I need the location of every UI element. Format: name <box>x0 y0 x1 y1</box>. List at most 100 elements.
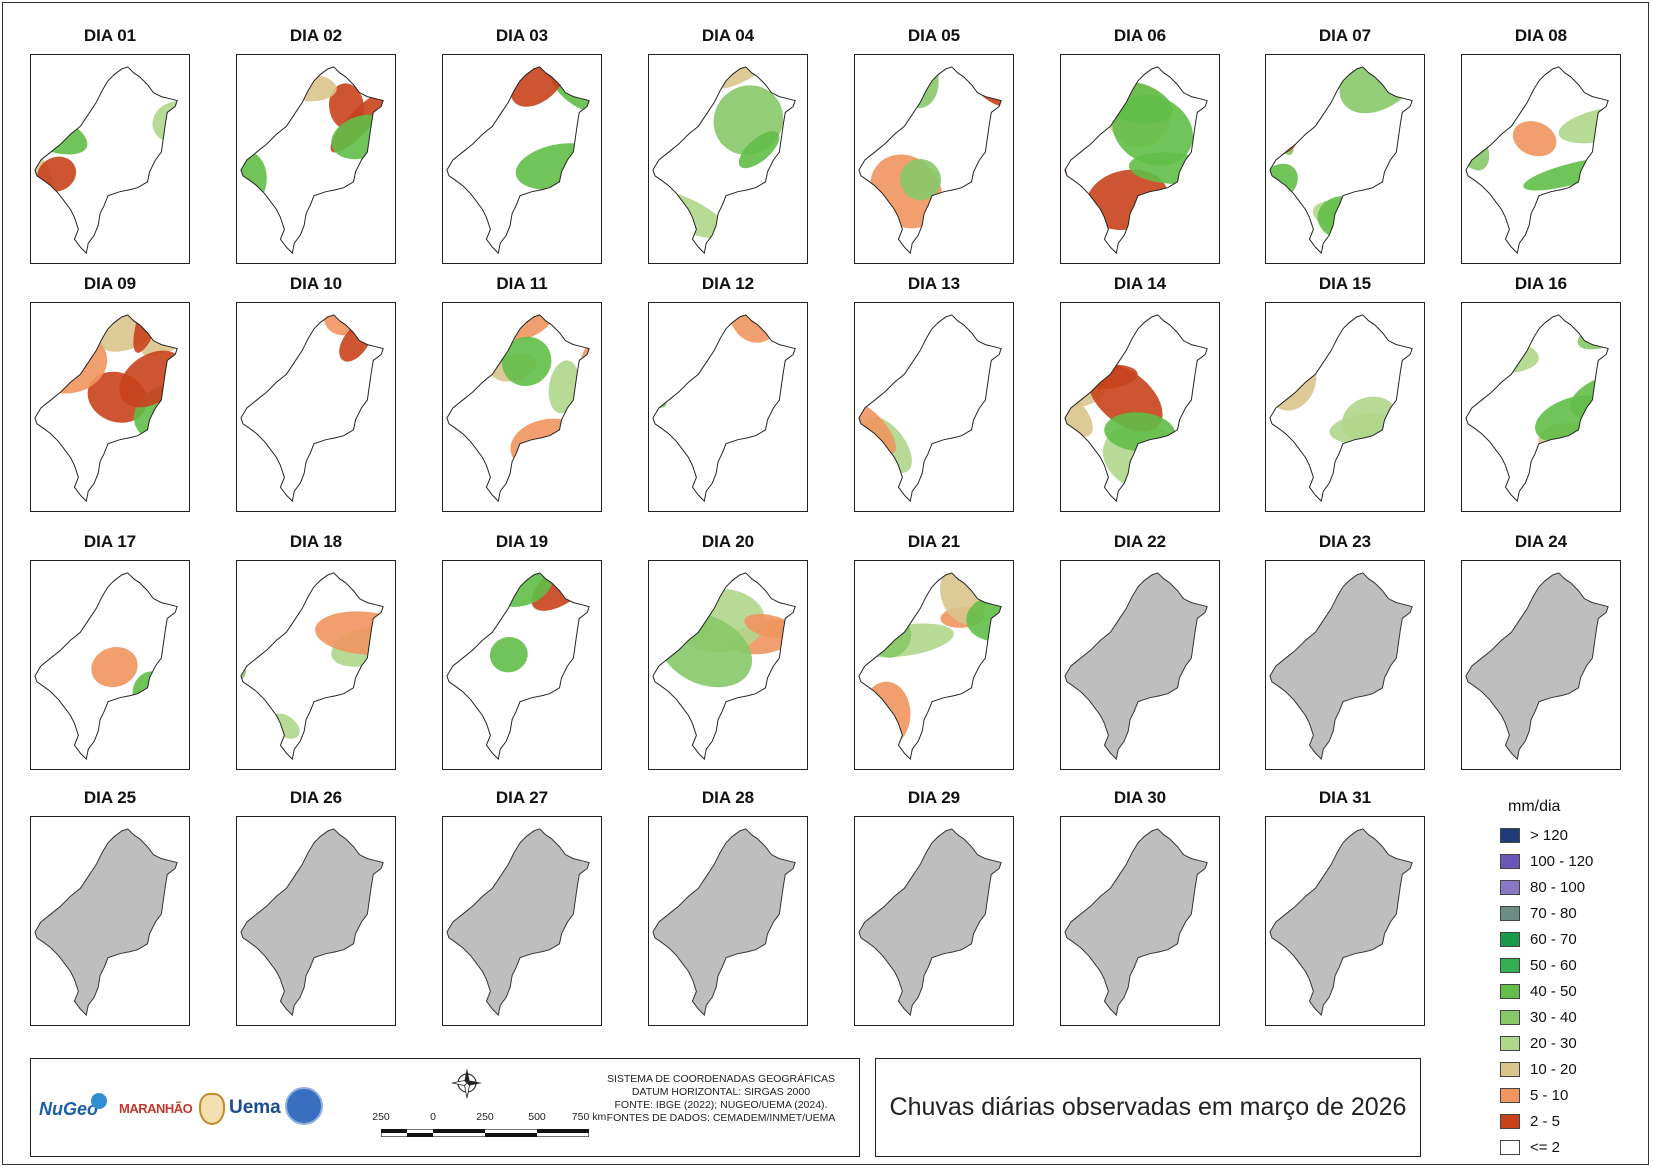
day-panel: DIA 31 <box>1265 788 1425 1028</box>
day-title: DIA 13 <box>907 274 961 293</box>
state-outline <box>652 572 796 761</box>
day-panel: DIA 28 <box>648 788 808 1028</box>
day-map <box>1265 560 1425 770</box>
day-title: DIA 16 <box>1514 274 1568 293</box>
state-map <box>1064 572 1208 761</box>
state-outline <box>34 314 178 503</box>
legend-label: 100 - 120 <box>1530 852 1594 870</box>
state-outline <box>858 314 1002 503</box>
state-map <box>240 561 395 761</box>
day-map <box>236 816 396 1026</box>
day-map <box>442 302 602 512</box>
legend-label: 40 - 50 <box>1530 982 1577 1000</box>
day-title: DIA 10 <box>289 274 343 293</box>
rain-zone <box>579 66 590 96</box>
legend-swatch <box>1500 1009 1520 1025</box>
day-panel: DIA 30 <box>1060 788 1220 1028</box>
legend-swatch <box>1500 1087 1520 1103</box>
day-title: DIA 14 <box>1113 274 1167 293</box>
state-outline <box>446 572 590 761</box>
rain-surface <box>652 66 796 254</box>
day-title: DIA 03 <box>495 26 549 45</box>
day-panel: DIA 18 <box>236 532 396 772</box>
rain-zone <box>344 303 395 320</box>
rain-zone <box>178 55 189 104</box>
legend-item: 30 - 40 <box>1500 1004 1640 1030</box>
state-map <box>1269 828 1413 1017</box>
day-panel: DIA 01 <box>30 26 190 266</box>
day-map <box>648 816 808 1026</box>
state-map <box>240 303 395 503</box>
rain-zone <box>899 158 942 201</box>
state-outline <box>1269 66 1413 255</box>
rain-zone <box>1064 380 1093 437</box>
rain-zone <box>858 326 880 376</box>
scale-label: 250 <box>476 1111 494 1123</box>
rain-zone <box>501 336 552 387</box>
rain-surface <box>858 303 1013 502</box>
day-map <box>30 816 190 1026</box>
state-map <box>1064 828 1208 1017</box>
day-title: DIA 24 <box>1514 532 1568 551</box>
day-map <box>854 560 1014 770</box>
day-map <box>1060 560 1220 770</box>
state-map <box>652 66 796 255</box>
rain-zone <box>446 578 460 663</box>
day-panel: DIA 12 <box>648 274 808 514</box>
day-map <box>648 560 808 770</box>
day-title: DIA 19 <box>495 532 549 551</box>
rain-surface <box>34 55 189 254</box>
state-map <box>34 572 178 761</box>
rain-zone <box>274 303 339 311</box>
state-map <box>858 303 1013 503</box>
day-map <box>648 54 808 264</box>
day-title: DIA 18 <box>289 532 343 551</box>
legend-swatch <box>1500 983 1520 999</box>
info-line: FONTES DE DADOS: CEMADEM/INMET/UEMA <box>606 1112 836 1124</box>
state-map <box>446 314 590 503</box>
day-panel: DIA 26 <box>236 788 396 1028</box>
day-map <box>854 54 1014 264</box>
state-outline <box>34 66 178 255</box>
rain-surface <box>1269 66 1413 254</box>
legend-label: <= 2 <box>1530 1138 1561 1156</box>
day-title: DIA 12 <box>701 274 755 293</box>
day-title: DIA 26 <box>289 788 343 807</box>
state-map <box>1465 572 1609 761</box>
day-map <box>236 54 396 264</box>
day-map <box>442 54 602 264</box>
day-title: DIA 04 <box>701 26 755 45</box>
state-outline <box>446 66 590 255</box>
rain-zone <box>446 595 491 632</box>
rain-zone <box>749 303 803 310</box>
legend-swatch <box>1500 957 1520 973</box>
day-map <box>442 560 602 770</box>
legend-item: 50 - 60 <box>1500 952 1640 978</box>
main-title: Chuvas diárias observadas em março de 20… <box>889 1093 1407 1121</box>
day-map <box>1265 816 1425 1026</box>
state-map <box>240 828 384 1017</box>
legend-swatch <box>1500 827 1520 843</box>
rain-surface <box>1269 314 1413 502</box>
day-panel: DIA 03 <box>442 26 602 266</box>
day-map <box>854 302 1014 512</box>
legend-item: 60 - 70 <box>1500 926 1640 952</box>
rain-surface <box>446 314 590 502</box>
day-panel: DIA 13 <box>854 274 1014 514</box>
rain-zone <box>334 561 395 570</box>
day-panel: DIA 22 <box>1060 532 1220 772</box>
state-map <box>858 572 1002 761</box>
rain-surface <box>446 66 590 254</box>
day-panel: DIA 23 <box>1265 532 1425 772</box>
state-map <box>446 66 590 255</box>
legend-item: 20 - 30 <box>1500 1030 1640 1056</box>
legend-item: <= 2 <box>1500 1134 1640 1160</box>
rain-zone <box>979 303 1013 319</box>
day-map <box>30 302 190 512</box>
state-outline <box>1465 314 1609 503</box>
day-map <box>1461 302 1621 512</box>
legend-item: 5 - 10 <box>1500 1082 1640 1108</box>
day-title: DIA 31 <box>1318 788 1372 807</box>
day-panel: DIA 10 <box>236 274 396 514</box>
